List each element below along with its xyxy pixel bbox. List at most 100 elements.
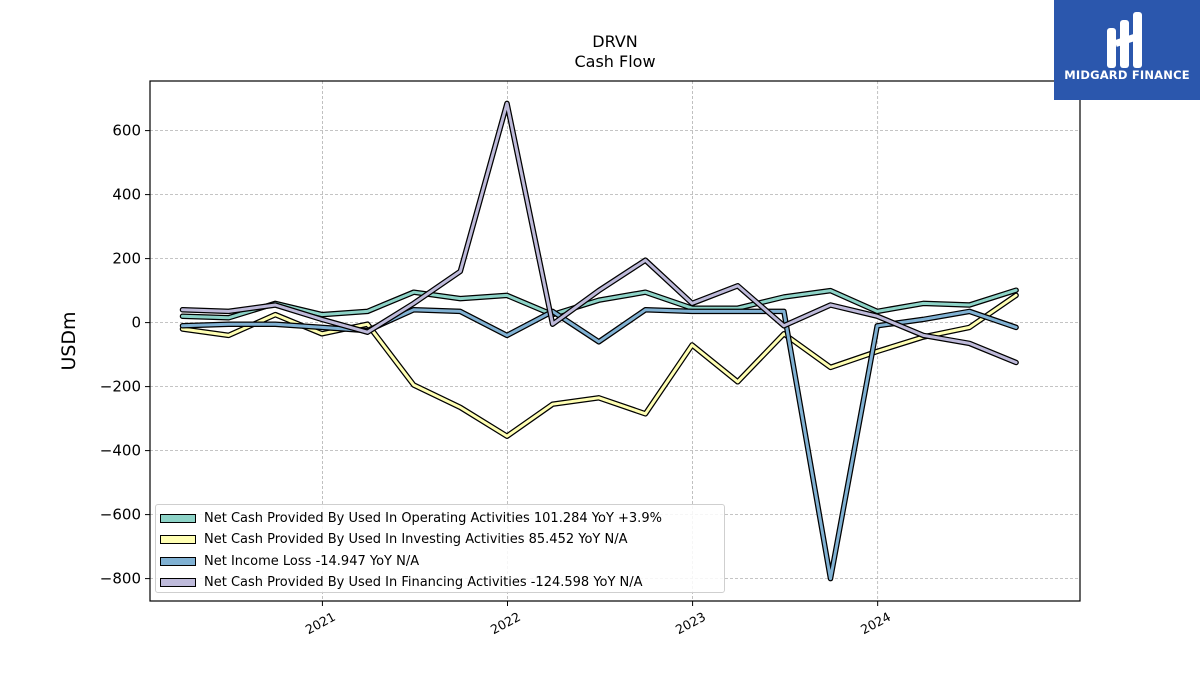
data-point-net-cash-provided-by-used-in-investing-activities [505,435,509,438]
data-point-net-income-loss [274,323,277,326]
chart-title: DRVN [592,32,637,51]
data-point-net-cash-provided-by-used-in-operating-activities [876,310,879,313]
data-point-net-income-loss [922,318,925,321]
data-point-net-cash-provided-by-used-in-operating-activities [922,302,925,305]
data-point-net-income-loss [736,310,739,313]
data-point-net-cash-provided-by-used-in-operating-activities [968,303,971,307]
data-point-net-cash-provided-by-used-in-financing-activities [505,102,509,105]
data-point-net-cash-provided-by-used-in-financing-activities [227,310,230,313]
brand-logo: MIDGARD FINANCE [1054,0,1200,100]
data-point-net-income-loss [181,324,184,327]
legend-label-operating: Net Cash Provided By Used In Operating A… [204,511,662,527]
y-tick-label: 400 [112,186,141,204]
data-point-net-cash-provided-by-used-in-investing-activities [968,326,971,329]
y-tick-label: −400 [100,442,141,460]
data-point-net-cash-provided-by-used-in-investing-activities [366,323,369,326]
data-point-net-cash-provided-by-used-in-financing-activities [782,324,786,327]
data-point-net-cash-provided-by-used-in-operating-activities [366,310,369,313]
data-point-net-cash-provided-by-used-in-operating-activities [320,313,324,316]
data-point-net-cash-provided-by-used-in-investing-activities [597,396,600,399]
data-point-net-cash-provided-by-used-in-financing-activities [597,289,600,292]
data-point-net-cash-provided-by-used-in-operating-activities [181,315,184,318]
data-point-net-cash-provided-by-used-in-financing-activities [829,303,832,307]
data-point-net-cash-provided-by-used-in-financing-activities [412,302,415,305]
data-point-net-cash-provided-by-used-in-investing-activities [690,343,694,347]
data-point-net-cash-provided-by-used-in-financing-activities [1014,361,1018,364]
data-point-net-cash-provided-by-used-in-financing-activities [690,302,694,305]
data-point-net-cash-provided-by-used-in-investing-activities [829,366,832,369]
data-point-net-cash-provided-by-used-in-financing-activities [968,342,971,345]
data-point-net-cash-provided-by-used-in-investing-activities [412,383,415,387]
y-tick-label: 0 [131,314,141,332]
data-point-net-cash-provided-by-used-in-operating-activities [1014,289,1018,292]
data-point-net-income-loss [505,334,509,337]
chart-legend: Net Cash Provided By Used In Operating A… [155,504,725,593]
data-point-net-cash-provided-by-used-in-operating-activities [597,299,600,302]
data-point-net-cash-provided-by-used-in-financing-activities [459,270,462,273]
data-point-net-cash-provided-by-used-in-investing-activities [227,334,230,337]
data-point-net-income-loss [459,310,462,313]
data-point-net-income-loss [227,323,230,326]
logo-text: MIDGARD FINANCE [1064,68,1190,82]
chart-subtitle: Cash Flow [574,52,655,71]
legend-label-net-income: Net Income Loss -14.947 YoY N/A [204,553,420,569]
legend-item-financing: Net Cash Provided By Used In Financing A… [160,572,724,593]
data-point-net-cash-provided-by-used-in-investing-activities [736,380,739,383]
y-tick-label: −800 [100,570,141,588]
data-point-net-cash-provided-by-used-in-operating-activities [829,289,832,292]
data-point-net-cash-provided-by-used-in-financing-activities [922,334,925,337]
data-point-net-cash-provided-by-used-in-investing-activities [320,332,324,335]
legend-swatch-net-income [160,556,196,566]
data-point-net-cash-provided-by-used-in-operating-activities [412,291,415,294]
x-tick-label: 2023 [673,609,708,637]
data-point-net-cash-provided-by-used-in-financing-activities [320,318,324,321]
data-point-net-cash-provided-by-used-in-operating-activities [505,294,509,297]
data-point-net-income-loss [644,308,647,311]
data-point-net-cash-provided-by-used-in-financing-activities [876,315,879,318]
data-point-net-income-loss [968,310,971,313]
data-point-net-cash-provided-by-used-in-investing-activities [876,350,879,353]
data-point-net-income-loss [782,310,786,313]
data-point-net-income-loss [690,310,694,313]
data-point-net-cash-provided-by-used-in-financing-activities [644,259,647,262]
data-point-net-cash-provided-by-used-in-operating-activities [459,297,462,300]
y-axis-label: USDm [58,311,80,370]
legend-swatch-investing [160,535,196,545]
series-lines [179,100,1019,582]
legend-swatch-operating [160,514,196,524]
data-point-net-cash-provided-by-used-in-financing-activities [366,331,369,334]
data-point-net-cash-provided-by-used-in-investing-activities [1014,294,1018,297]
legend-label-investing: Net Cash Provided By Used In Investing A… [204,532,628,548]
x-tick-label: 2021 [303,609,338,637]
data-point-net-cash-provided-by-used-in-financing-activities [551,323,554,326]
y-tick-label: −600 [100,506,141,524]
data-point-net-cash-provided-by-used-in-operating-activities [782,295,786,299]
data-point-net-cash-provided-by-used-in-operating-activities [227,316,230,319]
legend-label-financing: Net Cash Provided By Used In Financing A… [204,575,643,591]
y-tick-label: −200 [100,378,141,396]
data-point-net-cash-provided-by-used-in-operating-activities [644,291,647,294]
data-point-net-income-loss [876,324,879,327]
legend-item-investing: Net Cash Provided By Used In Investing A… [160,529,724,550]
series-outline-net-cash-provided-by-used-in-financing-activities [179,100,1019,366]
y-tick-label: 200 [112,250,141,268]
data-point-net-cash-provided-by-used-in-financing-activities [274,303,277,307]
legend-item-operating: Net Cash Provided By Used In Operating A… [160,508,724,529]
y-tick-label: 600 [112,122,141,140]
data-point-net-cash-provided-by-used-in-investing-activities [274,313,277,316]
plot-frame [149,80,1081,602]
data-point-net-cash-provided-by-used-in-investing-activities [644,412,647,415]
data-point-net-cash-provided-by-used-in-financing-activities [181,308,184,311]
data-point-net-cash-provided-by-used-in-investing-activities [551,403,554,406]
x-tick-label: 2024 [858,609,893,637]
data-point-net-cash-provided-by-used-in-investing-activities [459,406,462,409]
logo-mark-icon [1107,12,1142,68]
data-point-net-income-loss [320,326,324,329]
data-point-net-income-loss [1014,326,1018,329]
data-point-net-cash-provided-by-used-in-financing-activities [736,284,739,287]
data-point-net-income-loss [597,340,600,343]
legend-swatch-financing [160,578,196,588]
x-tick-label: 2022 [488,609,523,637]
data-point-net-income-loss [412,308,415,311]
